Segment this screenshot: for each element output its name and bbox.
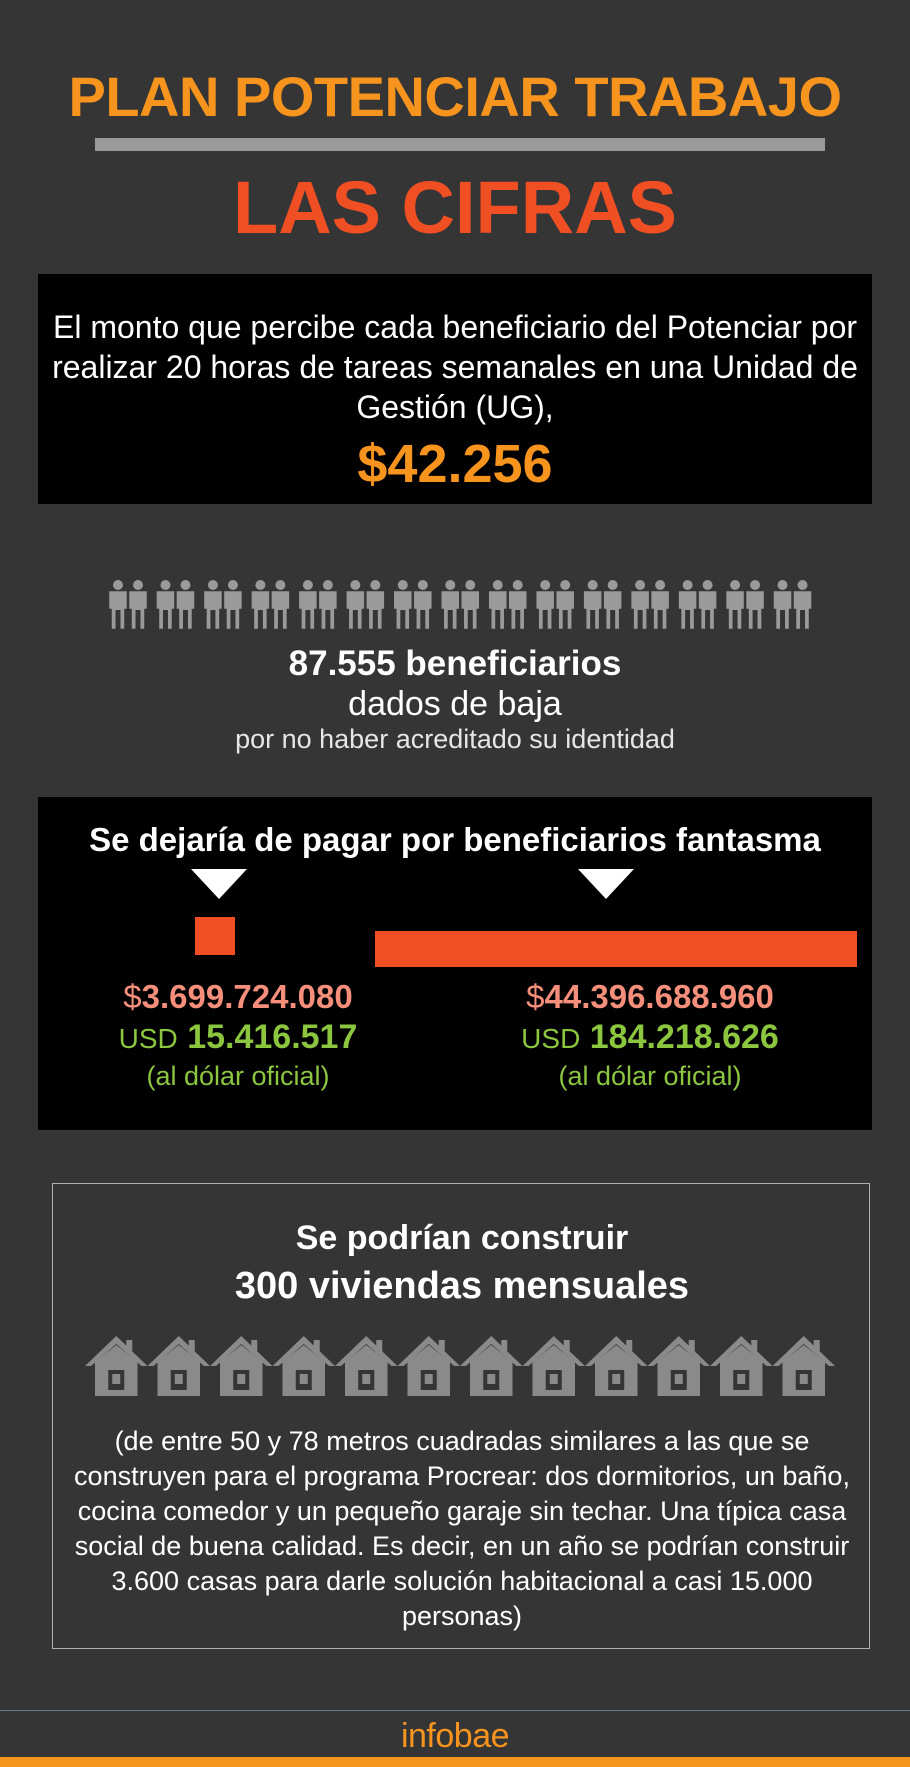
page-subtitle: LAS CIFRAS — [233, 166, 677, 249]
usd-amount: USD 15.416.517 — [38, 1017, 438, 1059]
fantasma-box: Se dejaría de pagar por beneficiarios fa… — [38, 797, 872, 1130]
peso-symbol: $ — [123, 978, 142, 1015]
beneficiarios-count: 87.555 beneficiarios — [288, 644, 622, 683]
peso-amount: $3.699.724.080 — [38, 977, 438, 1017]
peso-value: 3.699.724.080 — [141, 978, 353, 1015]
arrow-down-icon — [578, 869, 634, 899]
monto-amount: $42.256 — [357, 434, 553, 494]
people-icon — [109, 580, 812, 629]
monto-description: El monto que percibe cada beneficiario d… — [52, 309, 858, 425]
usd-value: 184.218.626 — [589, 1018, 779, 1056]
fantasma-title: Se dejaría de pagar por beneficiarios fa… — [89, 821, 821, 858]
viviendas-description: (de entre 50 y 78 metros cuadradas simil… — [74, 1426, 850, 1631]
exchange-note: (al dólar oficial) — [558, 1061, 742, 1091]
annual-amount-bar — [375, 931, 857, 967]
usd-value: 15.416.517 — [187, 1018, 358, 1056]
peso-symbol: $ — [526, 978, 545, 1015]
footer-accent-bar — [0, 1757, 910, 1767]
beneficiarios-status: dados de baja — [348, 685, 562, 723]
title-divider — [95, 138, 825, 151]
peso-value: 44.396.688.960 — [544, 978, 774, 1015]
peso-amount: $44.396.688.960 — [428, 977, 872, 1017]
page-title: PLAN POTENCIAR TRABAJO — [68, 65, 842, 128]
monthly-amount-bar — [195, 917, 235, 955]
usd-amount: USD 184.218.626 — [428, 1017, 872, 1059]
house-icon — [85, 1336, 835, 1396]
house-icon-row — [85, 1332, 835, 1407]
arrow-down-icon — [191, 869, 247, 899]
exchange-note: (al dólar oficial) — [146, 1061, 330, 1091]
viviendas-box: Se podrían construir 300 viviendas mensu… — [52, 1183, 870, 1649]
fantasma-annual-column: $44.396.688.960 USD 184.218.626 (al dóla… — [428, 977, 872, 1093]
usd-label: USD — [118, 1023, 178, 1054]
monto-box: El monto que percibe cada beneficiario d… — [38, 274, 872, 504]
footer-divider — [0, 1710, 910, 1711]
beneficiarios-reason: por no haber acreditado su identidad — [235, 724, 675, 754]
infobae-logo: infobae — [400, 1717, 510, 1755]
viviendas-count: 300 viviendas mensuales — [234, 1265, 690, 1307]
usd-label: USD — [521, 1023, 581, 1054]
viviendas-intro: Se podrían construir — [295, 1219, 629, 1257]
people-icon-row — [108, 578, 820, 634]
fantasma-monthly-column: $3.699.724.080 USD 15.416.517 (al dólar … — [38, 977, 438, 1093]
